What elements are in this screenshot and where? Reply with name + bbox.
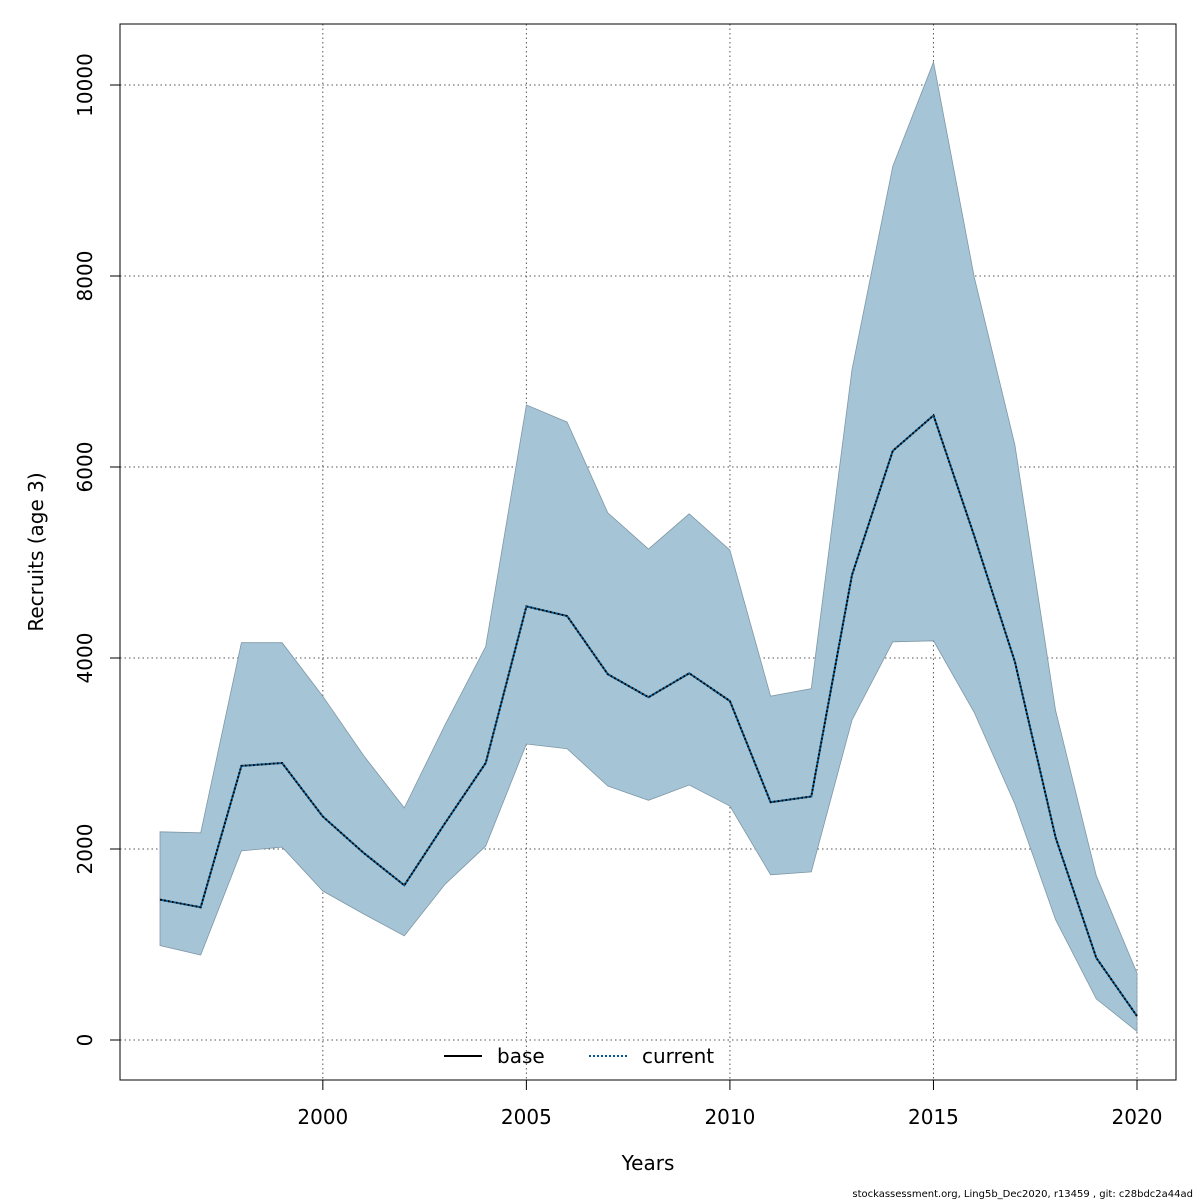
legend-label-current: current (642, 1044, 714, 1068)
legend-label-base: base (497, 1044, 545, 1068)
series-line-current-dark (159, 413, 1138, 1017)
x-axis: 2000 2005 2010 2015 2020 (297, 1080, 1162, 1129)
plot-frame (119, 23, 1177, 1081)
y-axis: 0 2000 4000 6000 8000 10000 (73, 53, 120, 1046)
x-tick-label-2015: 2015 (908, 1105, 959, 1129)
y-tick-label-4000: 4000 (73, 633, 97, 684)
footer-credit: stockassessment.org, Ling5b_Dec2020, r13… (852, 1189, 1193, 1200)
x-axis-title: Years (621, 1151, 675, 1175)
y-axis-title: Recruits (age 3) (24, 472, 48, 631)
legend: base current (444, 1044, 714, 1068)
y-tick-label-6000: 6000 (73, 442, 97, 493)
y-tick-label-8000: 8000 (73, 251, 97, 302)
x-tick-label-2020: 2020 (1112, 1105, 1163, 1129)
x-tick-label-2005: 2005 (501, 1105, 552, 1129)
x-tick-label-2000: 2000 (297, 1105, 348, 1129)
y-tick-label-2000: 2000 (73, 824, 97, 875)
y-tick-label-0: 0 (73, 1034, 97, 1047)
y-tick-label-10000: 10000 (73, 53, 97, 117)
x-tick-label-2010: 2010 (704, 1105, 755, 1129)
series-line-current (159, 413, 1138, 1017)
confidence-band-current (159, 60, 1138, 1033)
